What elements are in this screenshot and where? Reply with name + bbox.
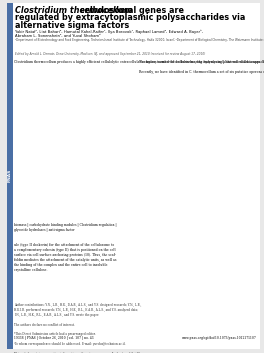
Text: Clostridium thermocellum produces a highly efficient cellulolytic extracellular : Clostridium thermocellum produces a high… — [14, 60, 264, 64]
Text: Clostridium thermocellum: Clostridium thermocellum — [15, 6, 133, 15]
Bar — [7, 3, 13, 349]
Text: regulated by extracytoplasmic polysaccharides via: regulated by extracytoplasmic polysaccha… — [15, 13, 245, 23]
Text: biomass | carbohydrate binding modules | Clostridium regulation |
glycoside hydr: biomass | carbohydrate binding modules |… — [14, 223, 117, 232]
Text: Author contributions: Y.N., L.B., H.K., D.A.B., A.L.S., and Y.S. designed resear: Author contributions: Y.N., L.B., H.K., … — [14, 303, 142, 353]
Text: www.pnas.org/cgi/doi/10.1073/pnas.1012175107: www.pnas.org/cgi/doi/10.1073/pnas.101217… — [182, 336, 257, 340]
Text: ule (type II dockerin) for the attachment of the cellulosome to
a complementary : ule (type II dockerin) for the attachmen… — [14, 243, 116, 271]
Text: ¹Department of Biotechnology and Food Engineering, Technion-Israel Institute of : ¹Department of Biotechnology and Food En… — [15, 38, 264, 42]
Text: The known number of dockerin-bearing enzymes in C. thermocellum is approximately: The known number of dockerin-bearing enz… — [139, 60, 264, 74]
Text: alternative sigma factors: alternative sigma factors — [15, 21, 129, 30]
Text: 19338 | PNAS | October 26, 2010 | vol. 107 | no. 43: 19338 | PNAS | October 26, 2010 | vol. 1… — [14, 336, 94, 340]
Text: cellulosomal genes are: cellulosomal genes are — [77, 6, 184, 15]
Text: Yakir Nataf¹, Liat Bahari², Hamutal Kahel-Raifer¹, Ilya Borovok¹, Raphael Lamed²: Yakir Nataf¹, Liat Bahari², Hamutal Kahe… — [15, 29, 203, 38]
Text: PNAS: PNAS — [8, 168, 12, 182]
Text: Edited by Arnold L. Demain, Drew University, Madison, NJ, and approved September: Edited by Arnold L. Demain, Drew Univers… — [15, 52, 205, 56]
